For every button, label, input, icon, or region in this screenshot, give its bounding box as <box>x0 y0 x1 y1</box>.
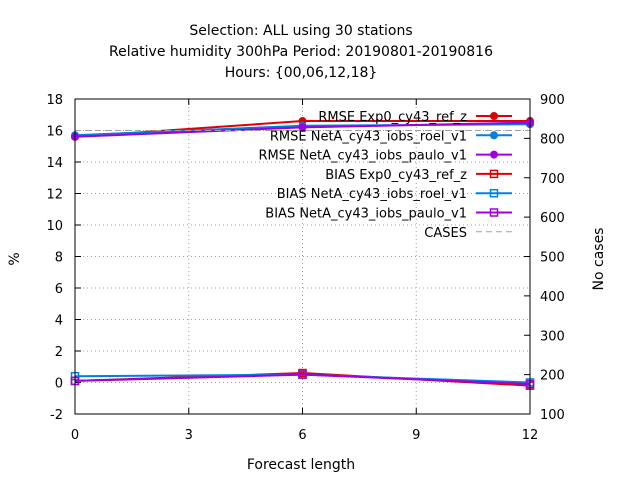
legend-label: BIAS Exp0_cy43_ref_z <box>325 168 467 183</box>
legend-marker <box>489 188 499 198</box>
y2-tick-label: 500 <box>540 251 565 266</box>
chart-title-line: Hours: {00,06,12,18} <box>225 65 378 81</box>
chart-title-line: Selection: ALL using 30 stations <box>189 23 412 39</box>
legend-marker <box>490 131 498 140</box>
plot-frame <box>74 98 531 415</box>
legend-label: RMSE NetA_cy43_iobs_paulo_v1 <box>258 149 467 164</box>
legend-label: RMSE Exp0_cy43_ref_z <box>318 110 467 125</box>
y2-axis-label: No cases <box>591 228 607 291</box>
y-axis-label: % <box>7 252 23 265</box>
y2-tick-label: 300 <box>540 329 565 344</box>
x-tick-label: 12 <box>522 428 539 443</box>
legend-label: CASES <box>424 226 467 241</box>
y-tick-label: 18 <box>46 93 63 108</box>
x-tick-label: 6 <box>298 428 306 443</box>
y-tick-label: 16 <box>46 125 63 140</box>
y-tick-label: 4 <box>55 314 63 329</box>
legend-label: RMSE NetA_cy43_iobs_roel_v1 <box>270 129 467 144</box>
y-tick-label: 12 <box>46 188 63 203</box>
y-tick-label: 2 <box>55 345 63 360</box>
y2-tick-label: 900 <box>540 93 565 108</box>
legend-marker <box>489 208 499 217</box>
y-tick-label: 10 <box>46 219 63 234</box>
legend: RMSE Exp0_cy43_ref_z RMSE NetA_cy43_iobs_… <box>258 110 512 241</box>
legend-marker <box>490 112 498 120</box>
y-tick-label: 6 <box>55 282 63 297</box>
data-point <box>298 123 307 132</box>
chart-title: Selection: ALL using 30 stations Relative… <box>109 23 493 81</box>
y-tick-label: 14 <box>46 156 63 171</box>
y2-tick-label: 100 <box>540 408 565 423</box>
y2-tick-label: 400 <box>540 290 565 305</box>
x-tick-label: 0 <box>71 428 79 443</box>
series-line <box>74 373 531 386</box>
y-tick-label: 0 <box>55 377 63 392</box>
legend-label: BIAS NetA_cy43_iobs_roel_v1 <box>277 187 467 202</box>
chart-title-line: Relative humidity 300hPa Period: 2019080… <box>109 44 493 60</box>
legend-marker <box>490 150 498 159</box>
axis-ticks: 0 3 6 9 12 -2 0 2 4 6 8 10 12 14 16 18 100 200 300 400 500 60… <box>46 93 564 443</box>
x-axis-label: Forecast length <box>247 457 355 473</box>
legend-label: BIAS NetA_cy43_iobs_paulo_v1 <box>265 207 467 222</box>
y2-tick-label: 800 <box>540 132 565 147</box>
y-tick-label: 8 <box>55 251 63 266</box>
x-tick-label: 9 <box>412 428 420 443</box>
y-tick-label: -2 <box>50 408 63 423</box>
series-group <box>70 117 535 390</box>
grid <box>75 99 530 414</box>
y2-tick-label: 700 <box>540 172 565 187</box>
y2-tick-label: 200 <box>540 369 565 384</box>
y2-tick-label: 600 <box>540 211 565 226</box>
legend-marker <box>489 169 499 179</box>
data-point <box>298 370 307 379</box>
x-tick-label: 3 <box>185 428 193 443</box>
